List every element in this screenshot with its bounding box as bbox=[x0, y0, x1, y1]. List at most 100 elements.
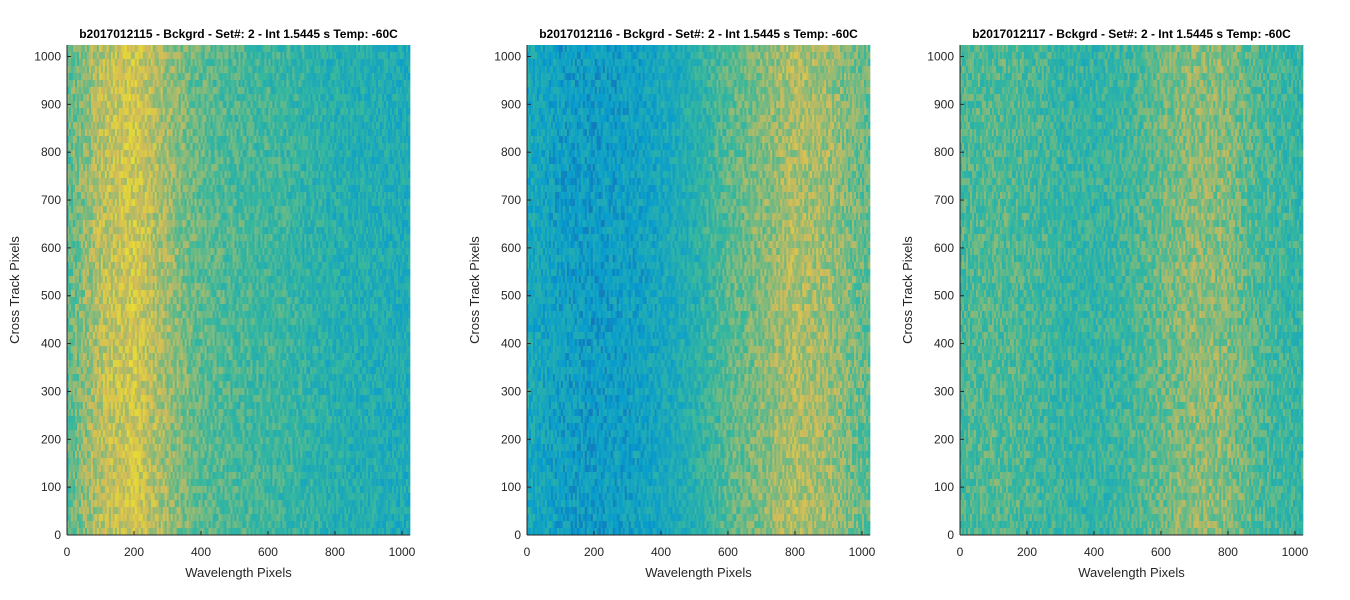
heatmap-cell bbox=[117, 528, 119, 535]
heatmap-cell bbox=[121, 199, 123, 206]
heatmap-cell bbox=[91, 395, 93, 402]
heatmap-cell bbox=[73, 500, 75, 507]
heatmap-cell bbox=[101, 311, 103, 318]
heatmap-cell bbox=[163, 136, 165, 143]
heatmap-cell bbox=[159, 437, 161, 444]
heatmap-cell bbox=[71, 52, 73, 59]
heatmap-cell bbox=[75, 388, 77, 395]
heatmap-cell bbox=[167, 94, 169, 101]
heatmap-cell bbox=[97, 332, 99, 339]
heatmap-cell bbox=[209, 150, 211, 157]
heatmap-cell bbox=[207, 283, 209, 290]
heatmap-cell bbox=[171, 339, 173, 346]
heatmap-cell bbox=[103, 164, 105, 171]
heatmap-cell bbox=[143, 472, 145, 479]
heatmap-cell bbox=[187, 325, 189, 332]
heatmap-cell bbox=[107, 416, 109, 423]
heatmap-cell bbox=[119, 129, 121, 136]
heatmap-cell bbox=[131, 395, 133, 402]
heatmap-cell bbox=[161, 318, 163, 325]
heatmap-cell bbox=[107, 213, 109, 220]
heatmap-cell bbox=[129, 332, 131, 339]
heatmap-cell bbox=[163, 437, 165, 444]
heatmap-cell bbox=[177, 325, 179, 332]
heatmap-cell bbox=[119, 185, 121, 192]
heatmap-cell bbox=[97, 283, 99, 290]
heatmap-cell bbox=[171, 101, 173, 108]
heatmap-cell bbox=[205, 493, 207, 500]
heatmap-cell bbox=[115, 493, 117, 500]
heatmap-cell bbox=[101, 66, 103, 73]
heatmap-cell bbox=[119, 325, 121, 332]
heatmap-cell bbox=[119, 346, 121, 353]
heatmap-cell bbox=[183, 52, 185, 59]
heatmap-cell bbox=[125, 353, 127, 360]
heatmap-cell bbox=[71, 45, 73, 52]
heatmap-cell bbox=[169, 283, 171, 290]
heatmap-cell bbox=[205, 521, 207, 528]
heatmap-cell bbox=[97, 136, 99, 143]
heatmap-cell bbox=[151, 220, 153, 227]
heatmap-cell bbox=[107, 185, 109, 192]
heatmap-cell bbox=[205, 206, 207, 213]
heatmap-cell bbox=[153, 374, 155, 381]
heatmap-cell bbox=[71, 423, 73, 430]
heatmap-cell bbox=[147, 283, 149, 290]
heatmap-cell bbox=[167, 262, 169, 269]
heatmap-cell bbox=[131, 192, 133, 199]
heatmap-cell bbox=[203, 521, 205, 528]
heatmap-cell bbox=[139, 472, 141, 479]
heatmap-cell bbox=[139, 416, 141, 423]
heatmap-cell bbox=[155, 45, 157, 52]
heatmap-cell bbox=[175, 325, 177, 332]
heatmap-cell bbox=[83, 115, 85, 122]
heatmap-cell bbox=[127, 206, 129, 213]
heatmap-cell bbox=[123, 269, 125, 276]
heatmap-cell bbox=[145, 514, 147, 521]
heatmap-cell bbox=[113, 521, 115, 528]
heatmap-cell bbox=[91, 346, 93, 353]
heatmap-cell bbox=[199, 360, 201, 367]
heatmap-cell bbox=[147, 108, 149, 115]
heatmap-cell bbox=[177, 220, 179, 227]
heatmap-cell bbox=[125, 514, 127, 521]
heatmap-cell bbox=[99, 374, 101, 381]
heatmap-cell bbox=[141, 262, 143, 269]
heatmap-cell bbox=[129, 283, 131, 290]
heatmap-cell bbox=[97, 94, 99, 101]
heatmap-cell bbox=[179, 430, 181, 437]
heatmap-cell bbox=[203, 52, 205, 59]
heatmap-cell bbox=[135, 241, 137, 248]
heatmap-cell bbox=[203, 507, 205, 514]
heatmap-cell bbox=[87, 290, 89, 297]
heatmap-cell bbox=[171, 241, 173, 248]
heatmap-cell bbox=[79, 297, 81, 304]
heatmap-cell bbox=[69, 157, 71, 164]
heatmap-cell bbox=[117, 262, 119, 269]
heatmap-cell bbox=[121, 108, 123, 115]
heatmap-cell bbox=[151, 472, 153, 479]
heatmap-cell bbox=[79, 325, 81, 332]
heatmap-cell bbox=[129, 206, 131, 213]
heatmap-cell bbox=[125, 45, 127, 52]
heatmap-cell bbox=[127, 416, 129, 423]
heatmap-cell bbox=[115, 423, 117, 430]
heatmap-cell bbox=[75, 283, 77, 290]
heatmap-cell bbox=[187, 73, 189, 80]
heatmap-cell bbox=[107, 346, 109, 353]
heatmap-cell bbox=[165, 199, 167, 206]
heatmap-cell bbox=[141, 458, 143, 465]
heatmap-cell bbox=[165, 465, 167, 472]
heatmap-cell bbox=[89, 465, 91, 472]
heatmap-cell bbox=[169, 528, 171, 535]
heatmap-cell bbox=[159, 66, 161, 73]
heatmap-cell bbox=[99, 423, 101, 430]
heatmap-cell bbox=[99, 402, 101, 409]
heatmap-cell bbox=[97, 220, 99, 227]
heatmap-cell bbox=[201, 465, 203, 472]
heatmap-cell bbox=[117, 339, 119, 346]
heatmap-cell bbox=[147, 311, 149, 318]
heatmap-cell bbox=[91, 290, 93, 297]
heatmap-cell bbox=[97, 234, 99, 241]
heatmap-cell bbox=[69, 185, 71, 192]
